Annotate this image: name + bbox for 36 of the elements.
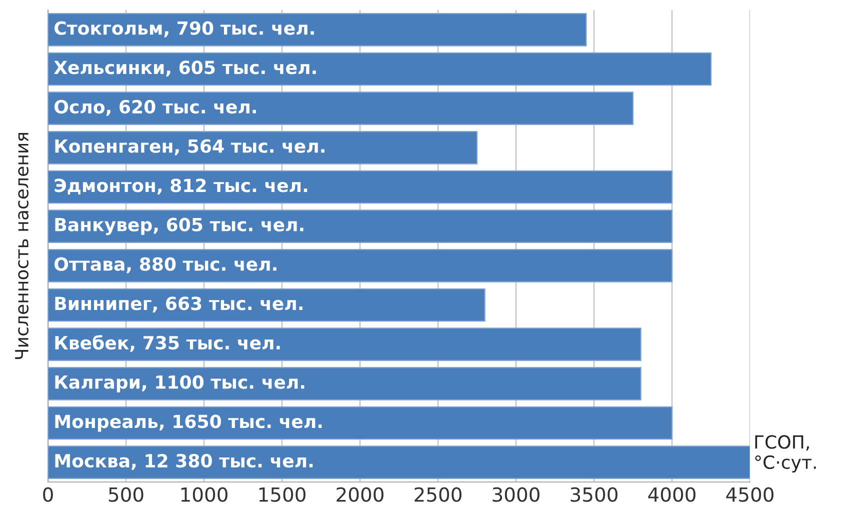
x-tick-label: 3000 <box>492 487 540 502</box>
x-tick-label: 2000 <box>336 487 384 502</box>
bar <box>48 52 712 86</box>
x-tick-label: 3500 <box>570 487 618 502</box>
y-tick-label: Ванкувер, 605 тыс. чел. <box>55 218 304 236</box>
y-axis-title: Численность населения <box>15 132 29 360</box>
x-axis-title: ГСОП, °С·сут. <box>755 435 816 473</box>
bar <box>48 288 486 322</box>
x-tick-label: 1500 <box>259 487 306 502</box>
y-tick-label: Квебек, 735 тыс. чел. <box>55 335 280 352</box>
y-tick-label: Копенгаген, 564 тыс. чел. <box>55 139 324 156</box>
y-tick-label: Виннипег, 663 тыс. чел. <box>55 296 302 313</box>
bar <box>48 328 642 362</box>
y-tick-label: Монреаль, 1650 тыс. чел. <box>55 414 322 432</box>
x-tick-label: 4500 <box>726 487 774 502</box>
y-tick-label: Хельсинки, 605 тыс. чел. <box>54 60 316 77</box>
y-tick-label: Оттава, 880 тыс. чел. <box>54 257 276 274</box>
bar <box>48 92 634 126</box>
x-tick-label: 1000 <box>181 487 228 502</box>
x-tick-label: 2500 <box>414 487 462 502</box>
bar <box>48 366 642 400</box>
bar <box>48 130 478 164</box>
bar <box>48 248 673 282</box>
x-tick-label: 4000 <box>648 487 696 502</box>
bar <box>48 170 673 204</box>
y-tick-label: Калгари, 1100 тыс. чел. <box>55 375 304 392</box>
bar <box>48 12 587 46</box>
bar <box>48 210 673 244</box>
y-tick-label: Москва, 12 380 тыс. чел. <box>55 454 313 470</box>
y-tick-label: Эдмонтон, 812 тыс. чел. <box>54 178 308 195</box>
bar <box>48 406 673 440</box>
x-tick-label: 500 <box>108 487 144 502</box>
y-tick-label: Осло, 620 тыс. чел. <box>54 100 256 116</box>
y-tick-label: Стокгольм, 790 тыс. чел. <box>54 21 314 38</box>
bar <box>48 446 750 480</box>
x-tick-label: 0 <box>43 487 53 502</box>
